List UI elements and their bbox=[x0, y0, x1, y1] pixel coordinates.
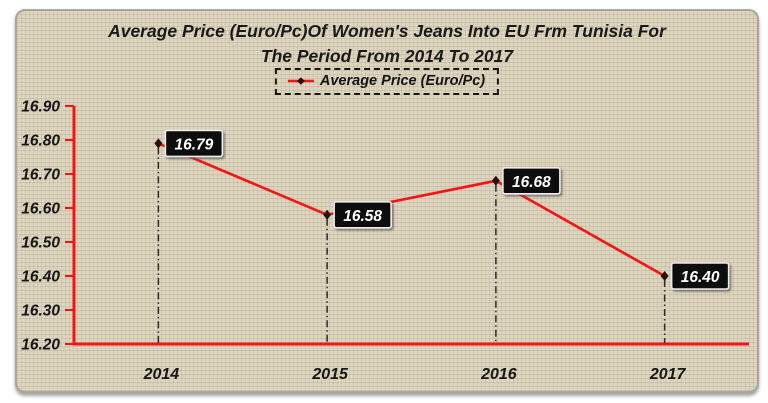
data-label: 16.40 bbox=[681, 269, 720, 286]
series-line bbox=[157, 142, 666, 278]
y-axis-label: 16.60 bbox=[21, 201, 60, 218]
y-axis-label: 16.40 bbox=[21, 269, 60, 286]
legend-label: Average Price (Euro/Pc) bbox=[319, 73, 486, 89]
data-label-box bbox=[670, 262, 730, 290]
y-axis-label: 16.30 bbox=[21, 303, 60, 320]
data-label-box bbox=[502, 167, 561, 195]
y-axis-label: 16.50 bbox=[21, 235, 60, 252]
y-axis-label: 16.70 bbox=[21, 167, 60, 184]
x-axis-label: 2015 bbox=[311, 366, 349, 383]
y-axis-label: 16.80 bbox=[21, 133, 60, 150]
x-axis-label: 2014 bbox=[143, 366, 180, 383]
y-axis-label: 16.90 bbox=[21, 99, 60, 116]
y-axis-label: 16.20 bbox=[21, 337, 60, 354]
chart-canvas: 16.90 16.80 16.70 16.60 16.50 16.40 16.30 16.20… bbox=[21, 99, 749, 383]
data-label: 16.68 bbox=[512, 174, 551, 191]
line-series-marker-icon bbox=[287, 75, 315, 87]
legend: Average Price (Euro/Pc) bbox=[274, 68, 500, 95]
data-label: 16.58 bbox=[343, 208, 382, 225]
data-label: 16.79 bbox=[174, 136, 213, 153]
x-axis-label: 2017 bbox=[649, 366, 687, 383]
data-point bbox=[660, 271, 669, 281]
data-point bbox=[323, 209, 332, 220]
chart-title-line1: Average Price (Euro/Pc)Of Women's Jeans … bbox=[108, 21, 666, 41]
chart-title-line2: The Period From 2014 To 2017 bbox=[260, 45, 514, 66]
data-point bbox=[154, 138, 163, 149]
data-label-box bbox=[164, 129, 224, 158]
data-point bbox=[491, 175, 500, 186]
x-axis-label: 2016 bbox=[480, 366, 517, 383]
chart-title: Average Price (Euro/Pc)Of Women's Jeans … bbox=[17, 19, 757, 69]
data-label-box bbox=[333, 201, 392, 229]
chart-card: 16.90 16.80 16.70 16.60 16.50 16.40 16.30 16.20… bbox=[15, 9, 759, 393]
